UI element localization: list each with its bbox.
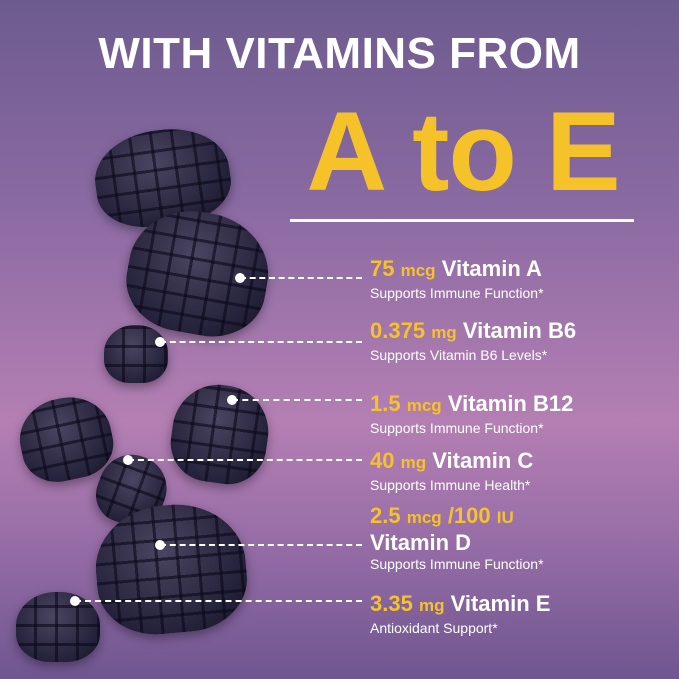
vitamin-range: A to E — [306, 89, 620, 214]
unit: mcg — [406, 396, 442, 415]
amount: 40 — [370, 448, 395, 473]
pointer-dot — [70, 596, 80, 606]
vitamin-name: Vitamin B12 — [447, 391, 574, 416]
headline: WITH VITAMINS FROM — [98, 29, 581, 78]
vitamin-name: Vitamin B6 — [462, 318, 577, 343]
vitamin-a-item: 75 mcg Vitamin A Supports Immune Functio… — [370, 256, 544, 302]
amount: 3.35 — [370, 591, 413, 616]
vitamin-d-item: 2.5 mcg /100 IU Vitamin D Supports Immun… — [370, 503, 544, 573]
vitamin-name: Vitamin C — [432, 448, 534, 473]
benefit: Antioxidant Support* — [370, 620, 498, 636]
vitamin-b12-item: 1.5 mcg Vitamin B12 Supports Immune Func… — [370, 391, 573, 437]
benefit: Supports Immune Health* — [370, 477, 531, 493]
pointer-dot — [123, 455, 133, 465]
amount: 2.5 — [370, 503, 401, 528]
vitamin-name: Vitamin D — [370, 530, 472, 555]
gummy-image — [16, 592, 100, 662]
unit-alt: IU — [496, 508, 514, 527]
pointer-line — [232, 399, 362, 401]
pointer-dot — [155, 337, 165, 347]
vitamin-name: Vitamin A — [441, 256, 542, 281]
vitamin-b6-item: 0.375 mg Vitamin B6 Supports Vitamin B6 … — [370, 318, 576, 364]
unit: mg — [400, 453, 427, 472]
pointer-dot — [235, 273, 245, 283]
unit: mcg — [406, 508, 442, 527]
vitamin-name: Vitamin E — [450, 591, 551, 616]
unit: mg — [418, 596, 445, 615]
pointer-line — [160, 341, 362, 343]
gummy-image — [165, 378, 275, 490]
amount: 1.5 — [370, 391, 401, 416]
amount: 75 — [370, 256, 395, 281]
pointer-dot — [227, 395, 237, 405]
unit: mcg — [400, 261, 436, 280]
vitamin-e-item: 3.35 mg Vitamin E Antioxidant Support* — [370, 591, 550, 637]
unit: mg — [431, 323, 457, 342]
divider — [290, 219, 634, 222]
benefit: Supports Immune Function* — [370, 285, 544, 301]
gummy-image — [104, 325, 168, 383]
pointer-line — [160, 544, 362, 546]
pointer-line — [240, 277, 362, 279]
pointer-dot — [155, 540, 165, 550]
pointer-line — [128, 459, 362, 461]
amount-alt: /100 — [447, 503, 491, 528]
benefit: Supports Immune Function* — [370, 556, 544, 572]
benefit: Supports Immune Function* — [370, 420, 544, 436]
vitamin-c-item: 40 mg Vitamin C Supports Immune Health* — [370, 448, 533, 494]
benefit: Supports Vitamin B6 Levels* — [370, 347, 548, 363]
amount: 0.375 — [370, 318, 426, 343]
pointer-line — [75, 600, 362, 602]
